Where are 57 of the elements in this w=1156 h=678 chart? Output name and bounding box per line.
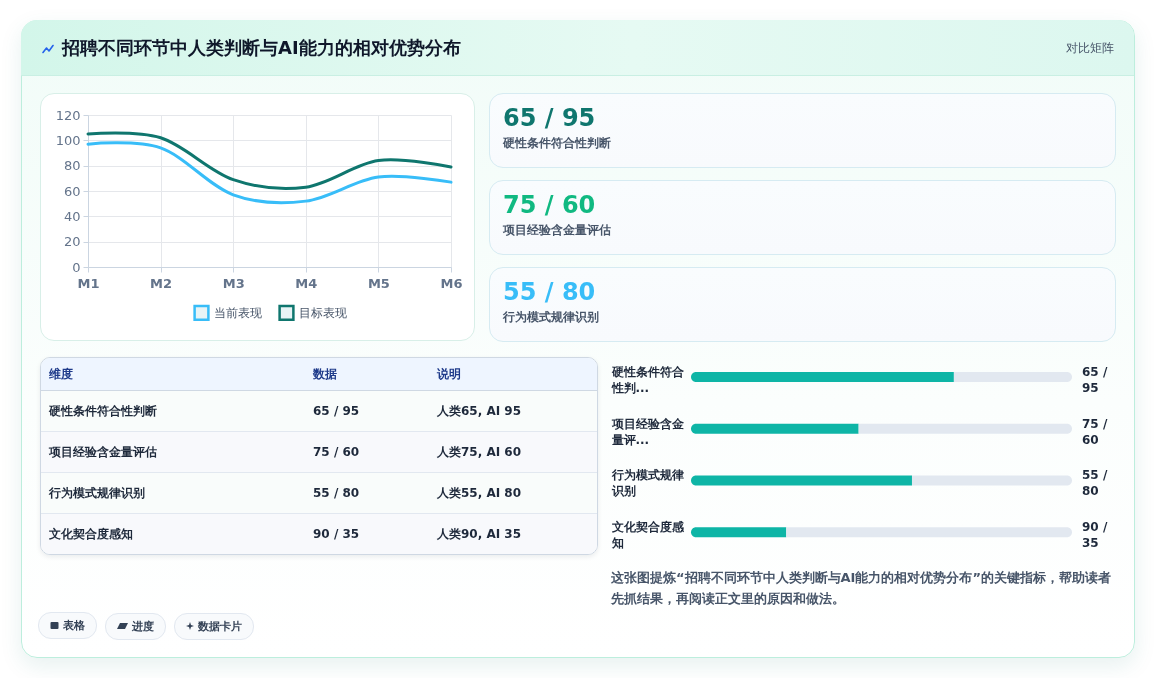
- text: 招聘不同环节中人类判断与AI能力的相对优势分布: [62, 36, 461, 60]
- x-tick-label: M4: [295, 275, 318, 291]
- y-tick-label: 40: [63, 208, 81, 224]
- category-label: 行为模式规律识别: [503, 310, 599, 325]
- legend-label: 当前表现: [214, 305, 262, 320]
- text: 数据卡片: [198, 618, 242, 634]
- y-tick-label: 100: [55, 132, 81, 148]
- bar: [858, 423, 1072, 434]
- bar: [911, 475, 1072, 486]
- bar: [953, 371, 1072, 382]
- text: 55 / 80: [313, 486, 360, 500]
- total-label: 90 / 35: [1082, 520, 1108, 551]
- total-label: 65 / 95: [1082, 364, 1108, 395]
- y-tick-label: 20: [63, 234, 81, 250]
- y-tick-label: 60: [63, 183, 81, 199]
- text: 人类75, AI 60: [437, 444, 522, 459]
- text: 人类55, AI 80: [437, 485, 522, 500]
- category-label: 项目经验含金量评估: [503, 223, 611, 238]
- bar: [691, 423, 859, 434]
- y-tick-label: 120: [55, 107, 81, 123]
- x-tick-label: M3: [222, 275, 245, 291]
- text: 对比矩阵: [1066, 40, 1114, 57]
- text: 65 / 95: [503, 104, 596, 132]
- y-tick-label: 0: [72, 259, 81, 275]
- text: 表格: [63, 618, 85, 633]
- category-label: 数据: [305, 358, 429, 391]
- text: 进度: [132, 618, 154, 634]
- category-label: 说明: [429, 358, 597, 391]
- x-tick-label: M2: [150, 275, 173, 291]
- bar: [786, 527, 1072, 538]
- x-tick-label: M1: [77, 275, 100, 291]
- y-tick-label: 80: [63, 158, 81, 174]
- text: 这张图提炼“招聘不同环节中人类判断与AI能力的相对优势分布”的关键指标，帮助读者先抓结果，再阅读正文里的原因和做法。: [611, 569, 1111, 608]
- text: 75 / 60: [313, 445, 360, 459]
- x-tick-label: M6: [440, 275, 463, 291]
- line-series: [86, 131, 453, 190]
- total-label: 55 / 80: [1082, 468, 1108, 499]
- y-tick-label: 项目经验含金量评...: [610, 416, 685, 447]
- text: 90 / 35: [313, 527, 360, 541]
- category-label: 硬性条件符合性判断: [503, 136, 611, 151]
- y-tick-label: 文化契合度感知: [610, 520, 685, 551]
- total-label: 75 / 60: [1082, 416, 1108, 447]
- text: 65 / 95: [313, 404, 360, 418]
- category-label: 硬性条件符合性判断: [49, 403, 157, 418]
- x-tick-label: M5: [367, 275, 390, 291]
- text: 人类90, AI 35: [437, 526, 522, 541]
- y-tick-label: 硬性条件符合性判...: [610, 364, 685, 395]
- bar: [691, 527, 787, 538]
- text: 人类65, AI 95: [437, 403, 522, 418]
- legend-label: 目标表现: [299, 305, 347, 320]
- text: 55 / 80: [503, 278, 596, 306]
- bar: [691, 475, 912, 486]
- category-label: 项目经验含金量评估: [49, 444, 157, 459]
- y-tick-label: 行为模式规律识别: [610, 468, 684, 499]
- text: 75 / 60: [503, 191, 596, 219]
- bar: [691, 371, 954, 382]
- text: 维度: [41, 358, 305, 391]
